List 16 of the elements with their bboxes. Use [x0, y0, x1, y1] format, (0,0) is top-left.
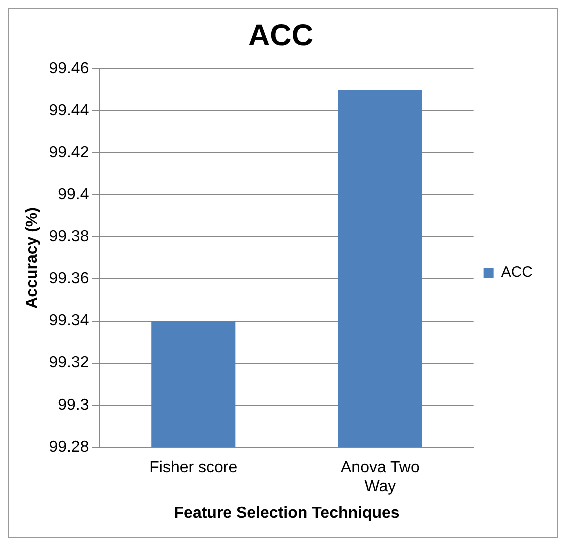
- y-tick-label: 99.36: [49, 270, 90, 288]
- y-tick-label: 99.42: [49, 144, 90, 162]
- y-tick-label: 99.3: [58, 396, 90, 414]
- y-tick-label: 99.46: [49, 60, 90, 78]
- y-tick-label: 99.28: [49, 438, 90, 456]
- x-tick-label: Fisher score: [150, 459, 238, 476]
- y-tick-label: 99.44: [49, 102, 90, 120]
- y-tick-label: 99.4: [58, 186, 90, 204]
- chart-title: ACC: [248, 19, 314, 52]
- y-tick-label: 99.34: [49, 312, 90, 330]
- y-axis-title: Accuracy (%): [24, 208, 42, 309]
- y-tick-label: 99.32: [49, 354, 90, 372]
- x-axis-title: Feature Selection Techniques: [174, 504, 400, 522]
- legend-label: ACC: [501, 264, 534, 282]
- x-tick-label: Anova Two Way: [340, 459, 420, 496]
- y-tick-label: 99.38: [49, 228, 90, 246]
